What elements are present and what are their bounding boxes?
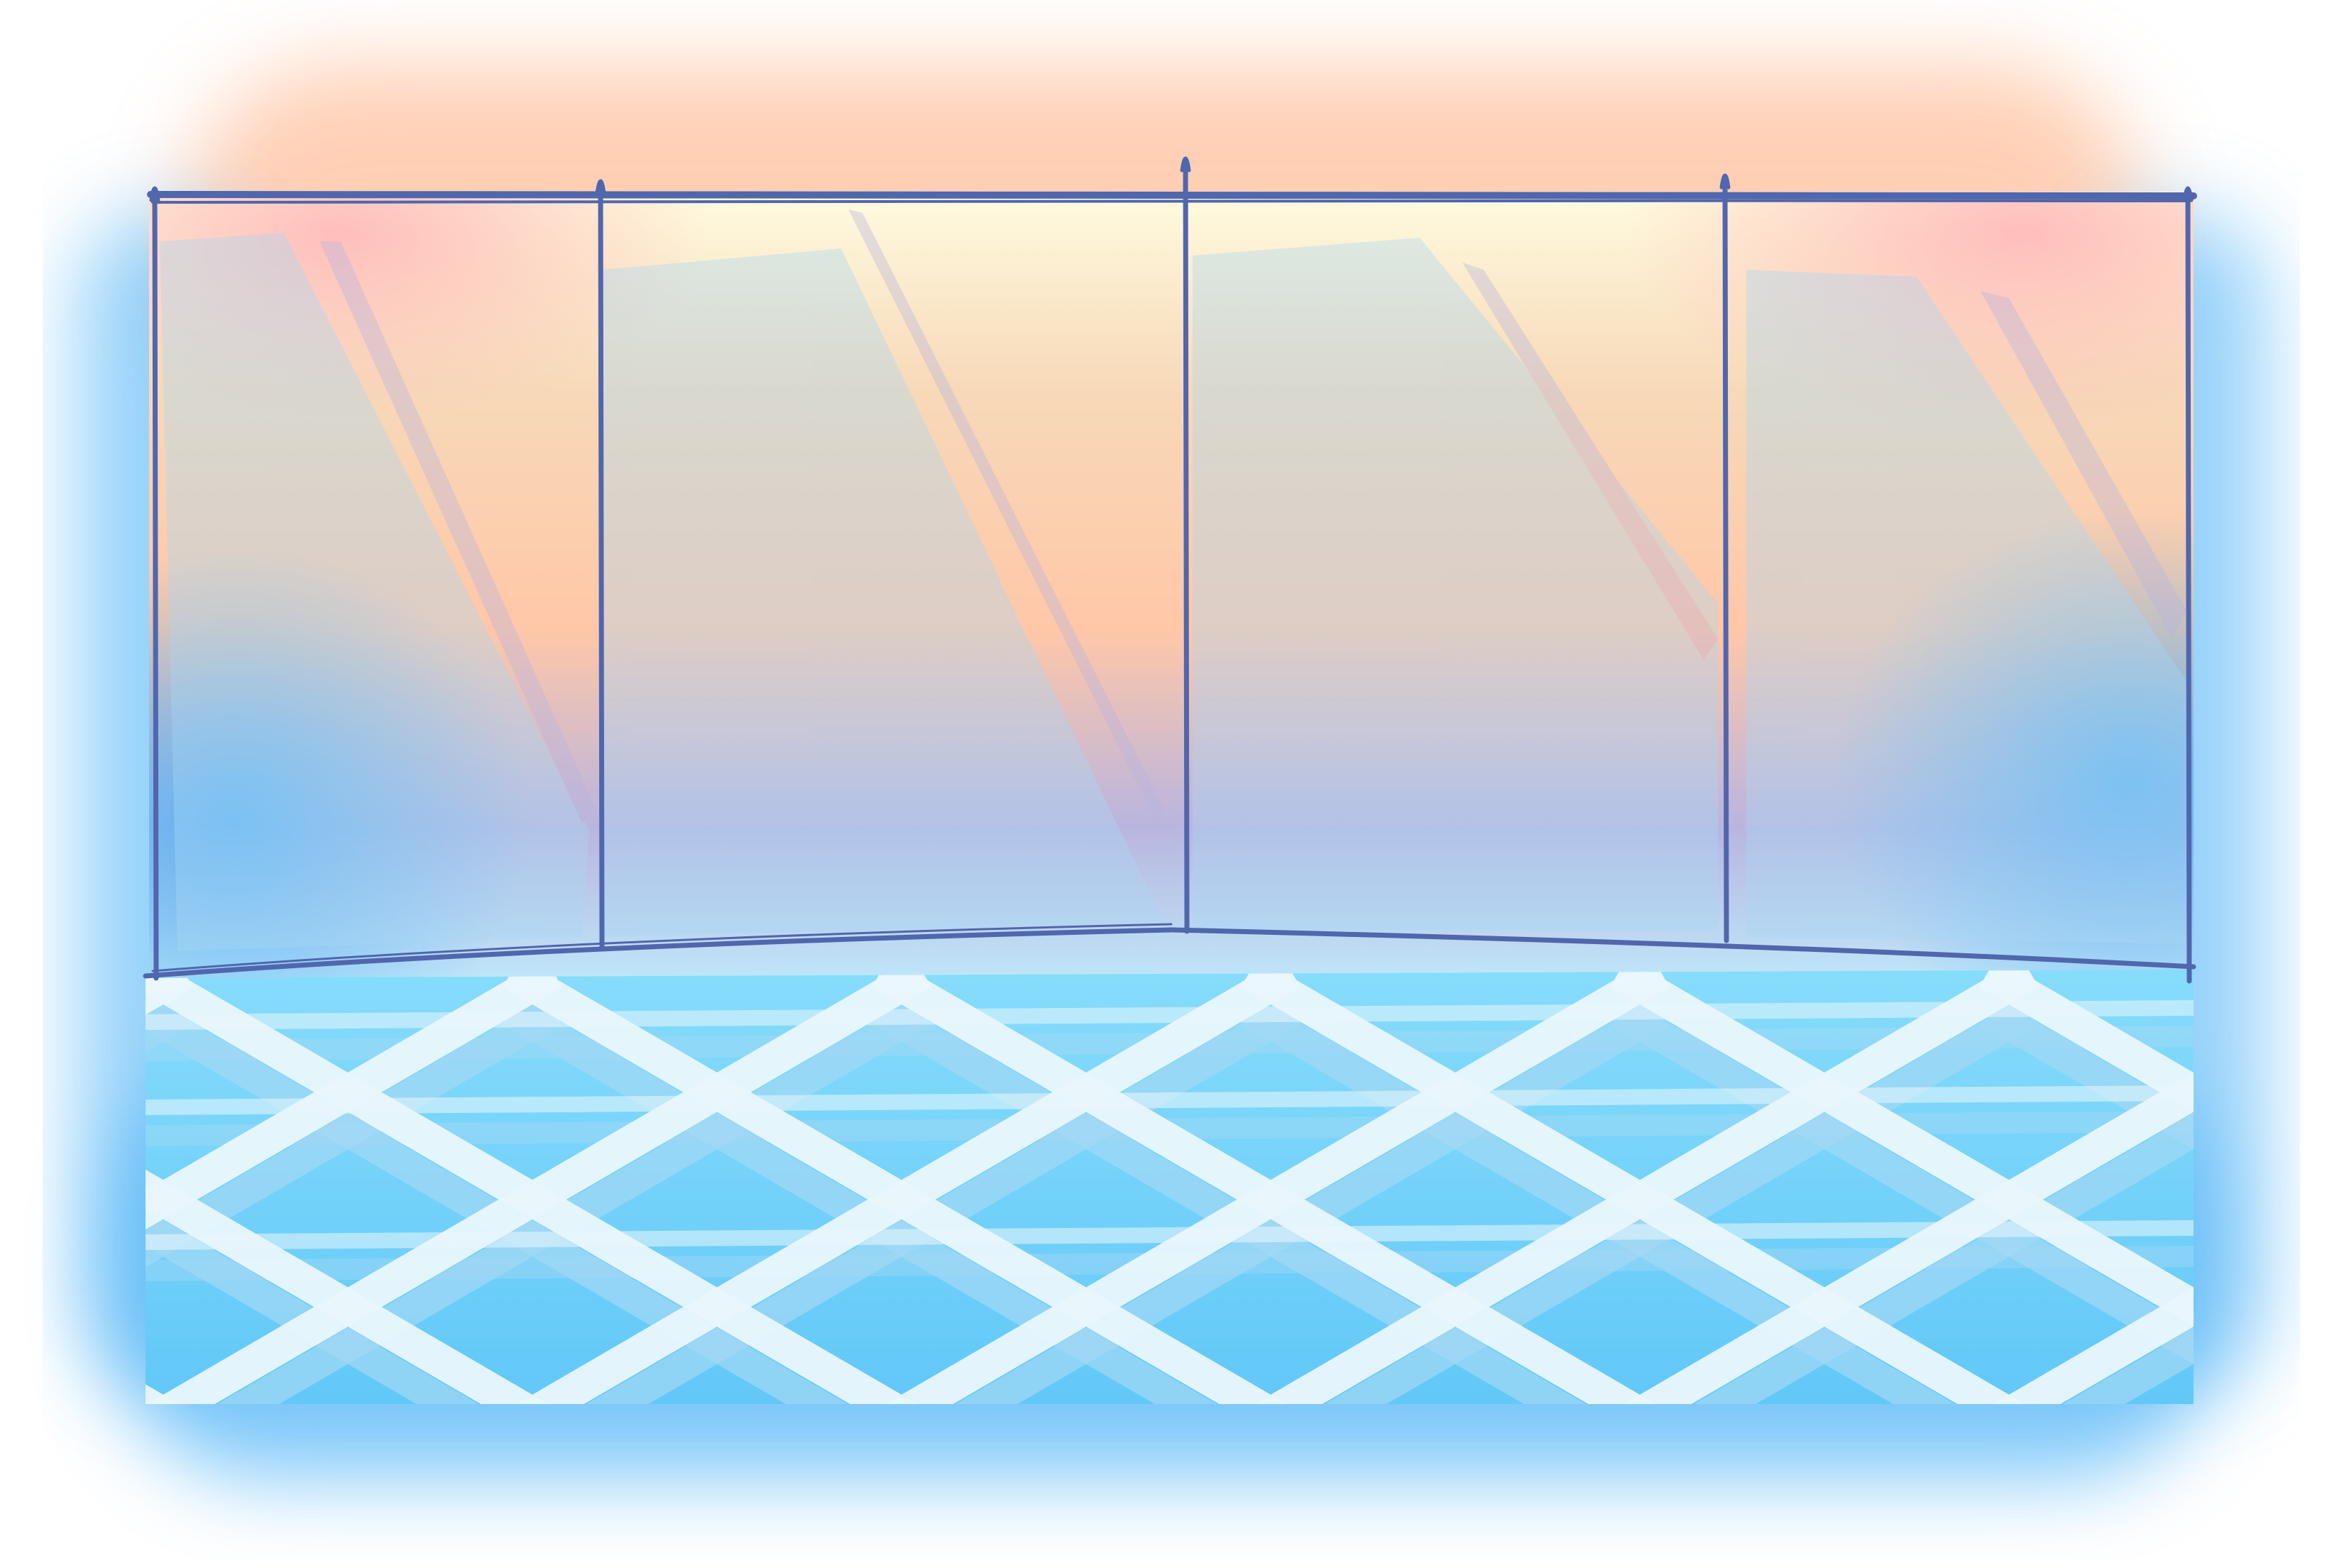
floor-grid-line — [871, 970, 1670, 1404]
floor-grid-line — [502, 970, 1301, 1404]
tiled-floor — [146, 970, 2194, 1404]
floor-grid-line — [1609, 970, 2194, 1404]
floor-grid-line — [1240, 970, 2039, 1404]
frame-line — [595, 179, 606, 195]
reflection-pane — [1981, 291, 2186, 639]
floor-grid-line — [146, 1220, 2194, 1250]
reflection-pane — [603, 248, 1164, 937]
frame-line — [1722, 175, 1729, 943]
floor-grid-line — [1610, 997, 2194, 1404]
frame-line — [152, 187, 159, 981]
frame-line — [2182, 186, 2194, 202]
floor-grid-line — [146, 970, 563, 1404]
reflection-pane — [1462, 263, 1718, 660]
reflection-pane — [319, 241, 596, 823]
glass-reflections — [160, 209, 2186, 951]
floor-grid-line — [1978, 970, 2194, 1404]
frame-line — [1180, 156, 1191, 172]
reflection-pane — [1193, 238, 1718, 930]
frame-line — [143, 927, 2196, 979]
floor-grid-line — [146, 1000, 2194, 1030]
frame-line — [598, 180, 605, 950]
frame-line — [1719, 173, 1731, 190]
glass-wall — [149, 192, 2194, 987]
frame-line — [151, 923, 1173, 972]
floor-grid-line — [146, 1085, 2194, 1115]
floor-grid-line — [1978, 970, 2194, 1404]
reflection-pane — [1746, 270, 2186, 944]
reflection-pane — [848, 209, 1164, 823]
frame-line — [1183, 158, 1190, 934]
window-frame — [143, 156, 2197, 984]
frame-line — [151, 199, 2191, 204]
floor-grid-line — [146, 970, 932, 1404]
frame-line — [147, 191, 2197, 199]
reflection-pane — [160, 233, 589, 951]
floor-grid-line — [1979, 997, 2194, 1404]
frame-line — [2185, 187, 2192, 984]
frame-line — [149, 186, 160, 202]
